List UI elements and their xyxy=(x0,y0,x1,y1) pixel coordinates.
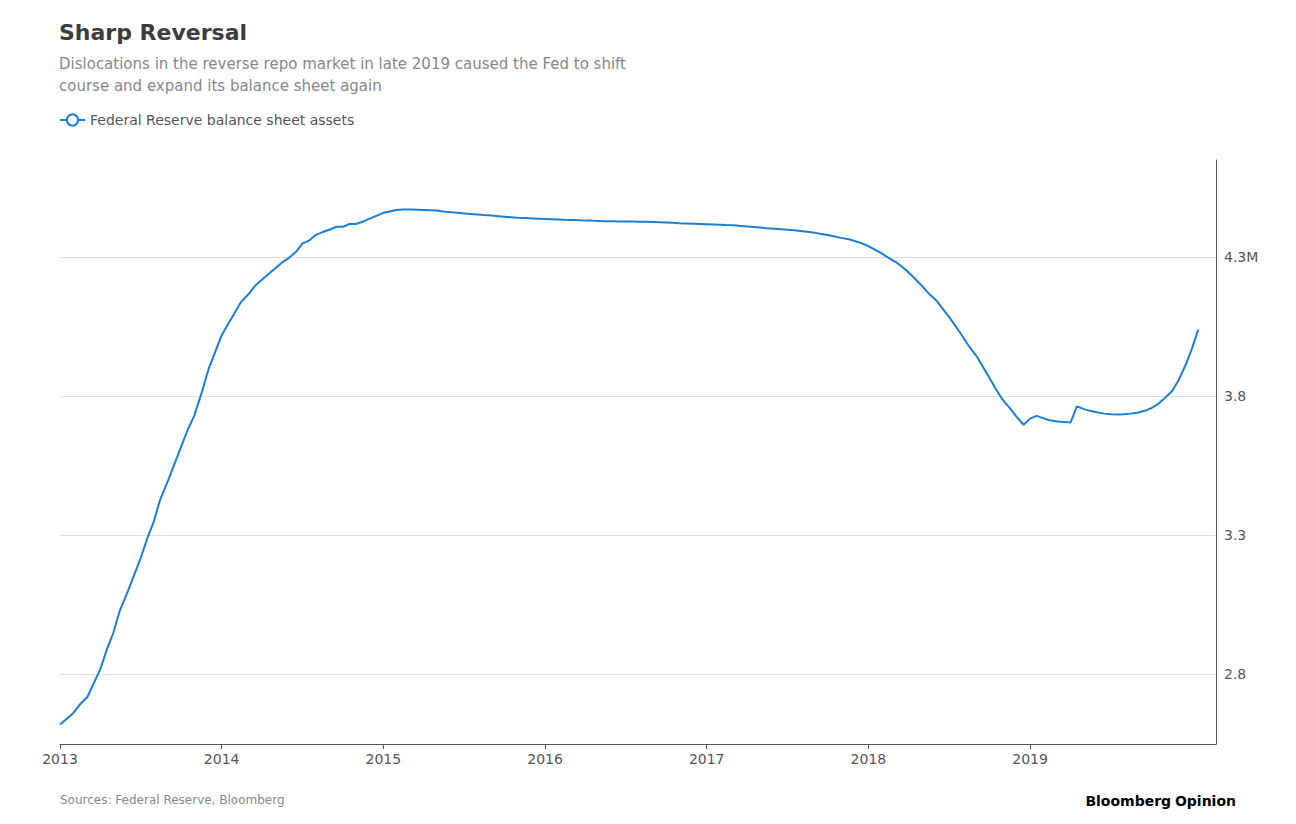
svg-text:Opinion: Opinion xyxy=(1175,793,1236,809)
svg-text:2014: 2014 xyxy=(204,751,240,767)
svg-text:2015: 2015 xyxy=(366,751,402,767)
svg-text:2018: 2018 xyxy=(851,751,887,767)
svg-text:2013: 2013 xyxy=(42,751,78,767)
svg-text:Dislocations in the reverse re: Dislocations in the reverse repo market … xyxy=(59,55,626,73)
svg-text:2017: 2017 xyxy=(689,751,725,767)
svg-text:3.8: 3.8 xyxy=(1224,388,1246,404)
svg-text:Bloomberg: Bloomberg xyxy=(1085,793,1171,809)
svg-text:course and expand its balance: course and expand its balance sheet agai… xyxy=(59,77,382,95)
svg-text:2.8: 2.8 xyxy=(1224,666,1246,682)
svg-text:3.3: 3.3 xyxy=(1224,527,1246,543)
svg-text:Federal Reserve balance sheet: Federal Reserve balance sheet assets xyxy=(90,112,354,128)
svg-text:Sharp Reversal: Sharp Reversal xyxy=(59,20,247,45)
svg-text:Sources: Federal Reserve, Bloo: Sources: Federal Reserve, Bloomberg xyxy=(60,793,285,807)
svg-text:2019: 2019 xyxy=(1012,751,1048,767)
svg-text:2016: 2016 xyxy=(527,751,563,767)
svg-text:4.3M: 4.3M xyxy=(1224,249,1258,265)
